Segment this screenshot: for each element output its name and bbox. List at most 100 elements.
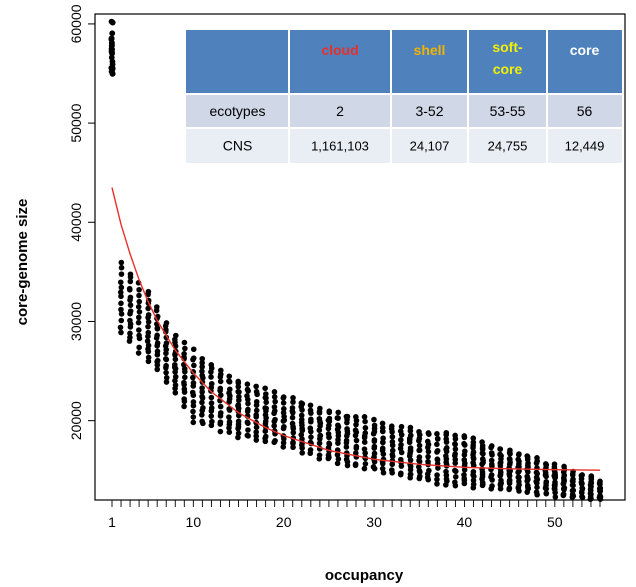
y-tick-label: 20000	[68, 401, 84, 440]
x-tick-label: 50	[547, 514, 563, 530]
scatter-point	[317, 432, 323, 439]
scatter-point	[154, 348, 161, 355]
scatter-point	[135, 314, 142, 321]
scatter-point	[109, 70, 116, 77]
y-axis-title: core-genome size	[14, 199, 31, 326]
scatter-point	[190, 414, 197, 420]
scatter-point	[343, 437, 350, 444]
scatter-point	[154, 304, 160, 310]
scatter-point	[407, 471, 414, 478]
scatter-point	[199, 389, 205, 395]
scatter-point	[307, 425, 314, 431]
scatter-point	[388, 423, 395, 429]
scatter-point	[136, 286, 142, 293]
scatter-point	[416, 454, 423, 460]
scatter-point	[280, 394, 287, 400]
scatter-point	[353, 437, 360, 444]
scatter-point	[316, 415, 323, 422]
scatter-point	[109, 30, 116, 37]
scatter-point	[443, 445, 450, 451]
scatter-point	[172, 389, 179, 396]
scatter-point	[507, 447, 513, 454]
scatter-point	[434, 456, 441, 463]
scatter-point	[461, 472, 467, 478]
x-tick-label: 30	[366, 514, 382, 530]
scatter-point	[208, 400, 215, 406]
scatter-point	[298, 416, 305, 423]
scatter-point	[524, 473, 530, 480]
scatter-point	[488, 457, 495, 464]
scatter-point	[326, 408, 333, 415]
scatter-point	[217, 428, 224, 435]
scatter-point	[289, 405, 296, 411]
scatter-point	[127, 330, 133, 337]
scatter-point	[253, 429, 259, 435]
scatter-point	[334, 451, 341, 458]
scatter-point	[190, 419, 197, 426]
scatter-point	[263, 395, 269, 401]
scatter-point	[416, 428, 422, 435]
scatter-point	[543, 490, 550, 497]
x-tick-label: 40	[457, 514, 473, 530]
scatter-point	[452, 467, 458, 474]
scatter-point	[118, 271, 125, 277]
scatter-point	[182, 374, 188, 381]
scatter-point	[199, 418, 205, 425]
scatter-point	[443, 436, 450, 442]
scatter-point	[588, 473, 595, 479]
scatter-point	[136, 298, 143, 305]
scatter-point	[280, 410, 287, 416]
scatter-point	[235, 430, 242, 437]
x-tick-label: 1	[108, 514, 116, 530]
scatter-point	[163, 356, 169, 362]
scatter-point	[425, 448, 432, 455]
scatter-point	[352, 461, 359, 467]
scatter-point	[136, 309, 143, 315]
scatter-point	[371, 422, 378, 429]
scatter-point	[425, 458, 431, 465]
scatter-point	[127, 334, 133, 341]
scatter-point	[434, 476, 440, 483]
scatter-point	[118, 259, 125, 266]
scatter-point	[352, 427, 359, 434]
scatter-point	[163, 374, 170, 381]
table-cell: 24,107	[410, 139, 450, 154]
scatter-point	[335, 456, 342, 462]
scatter-point	[199, 399, 205, 406]
scatter-point	[470, 468, 477, 475]
y-tick-label: 40000	[68, 203, 84, 242]
scatter-point	[298, 412, 305, 419]
scatter-point	[199, 412, 205, 418]
scatter-point	[118, 306, 124, 313]
scatter-point	[271, 423, 277, 429]
scatter-point	[371, 416, 377, 423]
scatter-point	[263, 399, 270, 406]
scatter-point	[127, 278, 134, 285]
scatter-point	[361, 439, 368, 445]
scatter-point	[362, 430, 369, 436]
scatter-point	[127, 294, 134, 301]
scatter-point	[425, 453, 431, 460]
scatter-point	[415, 464, 422, 470]
scatter-point	[244, 419, 251, 425]
scatter-point	[154, 332, 160, 339]
scatter-point	[172, 361, 178, 368]
scatter-point	[181, 339, 188, 346]
table-header-cell: shell	[414, 42, 446, 58]
table-cell: 2	[336, 103, 344, 119]
scatter-point	[181, 351, 187, 357]
scatter-point	[380, 456, 387, 463]
scatter-point	[334, 415, 341, 421]
scatter-point	[434, 472, 440, 478]
scatter-point	[118, 317, 125, 324]
scatter-point	[271, 394, 278, 400]
scatter-point	[452, 451, 458, 457]
scatter-point	[136, 292, 142, 299]
scatter-point	[443, 453, 449, 459]
x-tick-label: 10	[186, 514, 202, 530]
scatter-point	[416, 442, 423, 449]
scatter-point	[245, 406, 251, 413]
scatter-point	[118, 300, 124, 307]
scatter-point	[163, 379, 170, 385]
